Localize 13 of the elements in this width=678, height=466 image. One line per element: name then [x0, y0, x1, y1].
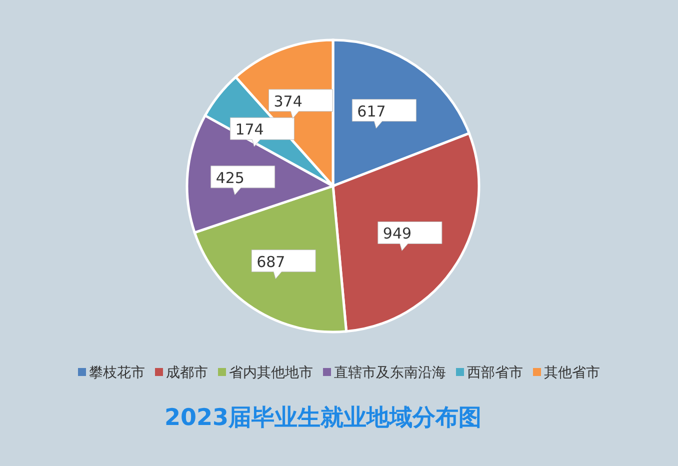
- data-label: 425: [216, 168, 244, 187]
- data-label: 687: [256, 252, 286, 271]
- legend-label: 直辖市及东南沿海: [334, 365, 446, 381]
- legend-label: 省内其他地市: [229, 365, 313, 381]
- data-label: 949: [382, 224, 412, 243]
- text: 2023届毕业生就业地域分布图: [164, 405, 482, 431]
- legend-label: 西部省市: [467, 365, 523, 381]
- data-label: 374: [274, 92, 302, 110]
- legend-label: 攀枝花市: [89, 365, 145, 381]
- data-label: 174: [235, 120, 264, 139]
- legend-label: 其他省市: [544, 365, 600, 381]
- legend-label: 成都市: [166, 365, 208, 381]
- data-label: 617: [357, 102, 386, 120]
